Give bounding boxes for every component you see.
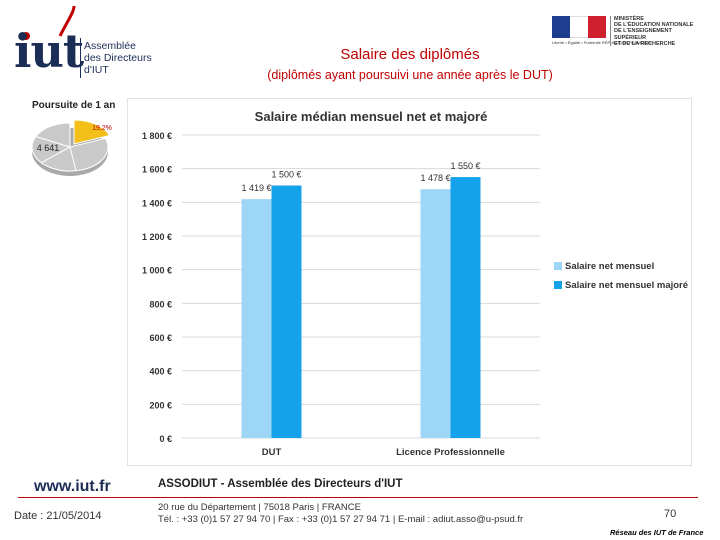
pie-slice-divider (41, 146, 71, 164)
bar-data-label: 1 500 € (271, 170, 301, 180)
ministry-flag-caption: Liberté • Égalité • Fraternité RÉPUBLIQU… (552, 40, 652, 45)
pie-title: Poursuite de 1 an (32, 100, 116, 111)
legend-label: Salaire net mensuel (565, 261, 654, 272)
iut-logo-text: Assemblée des Directeurs d'IUT (84, 40, 152, 76)
y-tick-label: 1 000 € (142, 266, 172, 276)
footer-address: 20 rue du Département | 75018 Paris | FR… (158, 502, 361, 513)
y-tick-label: 400 € (149, 367, 172, 377)
ministry-divider (610, 16, 611, 46)
page-title: Salaire des diplômés (340, 46, 480, 63)
pie-slice-divider (69, 146, 77, 171)
legend-swatch (554, 281, 562, 289)
bar-chart: Salaire médian mensuel net et majoré 0 € 2… (127, 98, 692, 466)
website-link[interactable]: www.iut.fr (34, 478, 111, 495)
y-tick-label: 1 200 € (142, 232, 172, 242)
pie-slice-highlight (73, 119, 111, 145)
footer-divider (18, 497, 698, 498)
iut-logo-swoosh-icon (22, 6, 76, 40)
iut-logo: iut Assemblée des Directeurs d'IUT (12, 6, 162, 82)
y-tick-label: 1 800 € (142, 131, 172, 141)
iut-logo-divider (80, 38, 81, 78)
y-tick-label: 200 € (149, 400, 172, 410)
bar-data-label: 1 419 € (241, 183, 271, 193)
bar (450, 177, 481, 438)
legend-label: Salaire net mensuel majoré (565, 280, 688, 291)
x-category-label: DUT (262, 447, 282, 458)
bar (271, 185, 302, 438)
y-tick-label: 800 € (149, 299, 172, 309)
pie-count-label: 4 641 (37, 143, 60, 153)
ministry-logo: Liberté • Égalité • Fraternité RÉPUBLIQU… (552, 16, 702, 50)
bar-data-label: 1 550 € (450, 161, 480, 171)
pie-svg: 19,2% 4 641 (31, 119, 112, 176)
footer-date: Date : 21/05/2014 (14, 510, 102, 522)
iut-logo-mark: iut (14, 24, 84, 78)
bar (241, 199, 272, 438)
y-tick-label: 1 400 € (142, 198, 172, 208)
republique-francaise-flag-icon (552, 16, 606, 38)
x-category-label: Licence Professionnelle (396, 447, 505, 458)
page-number: 70 (664, 508, 677, 520)
pie-highlight-label: 19,2% (92, 125, 112, 132)
footer-contact: Tél. : +33 (0)1 57 27 94 70 | Fax : +33 … (158, 514, 524, 525)
chart-title: Salaire médian mensuel net et majoré (255, 109, 488, 124)
bar-chart-svg: Salaire médian mensuel net et majoré 0 € 2… (142, 109, 688, 458)
y-tick-label: 1 600 € (142, 165, 172, 175)
y-tick-label: 0 € (159, 434, 172, 444)
network-signature: Réseau des IUT de France (610, 528, 704, 537)
bar (420, 189, 451, 438)
ministry-name: MINISTÈRE DE L'ÉDUCATION NATIONALE DE L'… (614, 16, 694, 47)
footer-organization: ASSODIUT - Assemblée des Directeurs d'IU… (158, 478, 403, 490)
legend-swatch (554, 262, 562, 270)
page-subtitle: (diplômés ayant poursuivi une année aprè… (267, 68, 553, 82)
y-tick-label: 600 € (149, 333, 172, 343)
pie-chart: Poursuite de 1 an 19,2% 4 641 (26, 100, 130, 178)
pie-slice-divider (35, 135, 71, 148)
bar-data-label: 1 478 € (420, 173, 450, 183)
